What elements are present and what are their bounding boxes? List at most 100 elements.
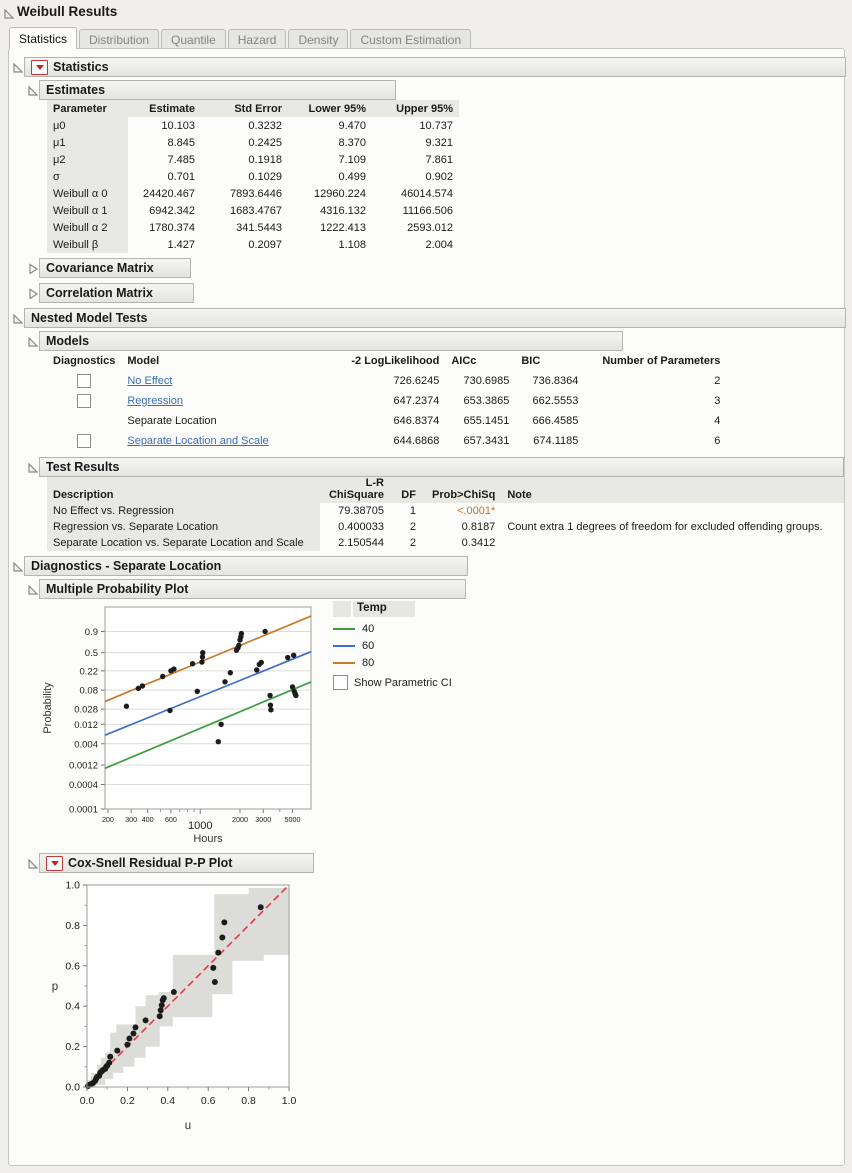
diagnostics-checkbox[interactable] — [77, 374, 92, 388]
disclosure-open-icon[interactable] — [27, 85, 38, 96]
value-cell: 7.109 — [338, 153, 366, 166]
outline-nested-model-tests: Nested Model Tests Models Diagnostics Mod… — [13, 308, 846, 551]
value-cell: 730.6985 — [463, 375, 510, 387]
legend-entry-80[interactable]: 80 — [333, 654, 453, 671]
red-triangle-menu-icon[interactable] — [31, 59, 48, 75]
disclosure-closed-icon[interactable] — [27, 263, 38, 274]
outline-header-covariance[interactable]: Covariance Matrix — [29, 258, 191, 278]
value-cell: 0.499 — [338, 170, 366, 183]
outline-header-test-results[interactable]: Test Results — [28, 457, 844, 477]
disclosure-open-icon[interactable] — [12, 313, 23, 324]
outline-multiple-probability-plot: Multiple Probability Plot 0.9 0.5 0.22 0.08… — [28, 579, 844, 846]
table-row: Regression vs. Separate Location 0.400033… — [47, 519, 844, 535]
pp-plot-chart[interactable]: 0.0 0.2 0.4 0.6 0.8 1.0 0.0 0.2 0.4 0.6 0.8 1.0 p u — [39, 873, 305, 1135]
parameter-cell: Weibull β — [47, 236, 128, 253]
tab-strip: Statistics Distribution Quantile Hazard Dens… — [9, 27, 472, 49]
disclosure-closed-icon[interactable] — [27, 288, 38, 299]
column-header: Estimate — [128, 100, 201, 117]
svg-text:0.5: 0.5 — [85, 648, 98, 659]
legend-line-sample — [333, 644, 355, 647]
outline-header-nested-model-tests[interactable]: Nested Model Tests — [13, 308, 846, 328]
table-row: Separate Location and Scale 644.6868 657.3… — [47, 431, 726, 451]
column-header: Description — [47, 477, 320, 503]
value-cell: 10.737 — [419, 119, 453, 132]
svg-text:0.6: 0.6 — [201, 1095, 216, 1107]
disclosure-open-icon[interactable] — [27, 858, 38, 869]
outline-header-statistics[interactable]: Statistics — [13, 57, 846, 77]
value-cell: 0.2097 — [248, 238, 282, 251]
disclosure-open-icon[interactable] — [27, 336, 38, 347]
svg-text:1000: 1000 — [188, 820, 212, 832]
tab-distribution[interactable]: Distribution — [79, 29, 160, 49]
outline-header-cox-snell[interactable]: Cox-Snell Residual P-P Plot — [28, 853, 314, 873]
outline-correlation-matrix: Correlation Matrix — [29, 283, 844, 303]
svg-text:0.9: 0.9 — [85, 627, 98, 638]
column-header: Model — [127, 355, 160, 367]
table-row: μ1 8.845 0.2425 8.370 9.321 — [47, 134, 459, 151]
column-header: Upper 95% — [372, 100, 459, 117]
value-cell: 0.1029 — [248, 170, 282, 183]
table-row: No Effect 726.6245 730.6985 736.8364 2 — [47, 371, 726, 391]
value-cell: 662.5553 — [532, 395, 579, 407]
svg-text:2000: 2000 — [232, 815, 248, 824]
show-parametric-ci-row: Show Parametric CI — [333, 675, 453, 690]
outline-header-models[interactable]: Models — [28, 331, 623, 351]
svg-text:0.0: 0.0 — [80, 1095, 95, 1107]
outline-estimates: Estimates Parameter Estimate Std Error Lowe… — [28, 80, 844, 253]
outline-header-diagnostics[interactable]: Diagnostics - Separate Location — [13, 556, 468, 576]
disclosure-open-icon[interactable] — [3, 8, 14, 19]
legend-header: Temp — [333, 601, 453, 617]
table-header-row: Parameter Estimate Std Error Lower 95% Upper… — [47, 100, 459, 117]
tab-density[interactable]: Density — [288, 29, 349, 49]
red-triangle-menu-icon[interactable] — [46, 855, 63, 871]
table-row: σ 0.701 0.1029 0.499 0.902 — [47, 168, 459, 185]
description-cell: No Effect vs. Regression — [47, 503, 320, 519]
value-cell: 6 — [714, 435, 721, 447]
value-cell: 2593.012 — [407, 221, 453, 234]
diagnostics-checkbox[interactable] — [77, 434, 92, 448]
disclosure-open-icon[interactable] — [27, 462, 38, 473]
column-header: BIC — [521, 355, 541, 367]
table-row: Weibull α 1 6942.342 1683.4767 4316.132 1116… — [47, 202, 459, 219]
parameter-cell: μ2 — [47, 151, 128, 168]
legend-corner-cell — [333, 601, 351, 617]
value-cell: 4 — [714, 415, 721, 427]
show-parametric-ci-checkbox[interactable] — [333, 675, 348, 690]
parameter-cell: μ1 — [47, 134, 128, 151]
outline-title: Nested Model Tests — [31, 311, 148, 325]
value-cell: 0.3232 — [248, 119, 282, 132]
value-cell: 10.103 — [161, 119, 195, 132]
table-row: μ0 10.103 0.3232 9.470 10.737 — [47, 117, 459, 134]
table-row: Regression 647.2374 653.3865 662.5553 3 — [47, 391, 726, 411]
table-header-row: Description L-R ChiSquare DF Prob>ChiSq Note — [47, 477, 844, 503]
tab-statistics[interactable]: Statistics — [9, 27, 78, 49]
value-cell: 9.470 — [338, 119, 366, 132]
table-row: Weibull α 0 24420.467 7893.6446 12960.224 46… — [47, 185, 459, 202]
legend-entry-40[interactable]: 40 — [333, 620, 453, 637]
tab-custom-estimation[interactable]: Custom Estimation — [350, 29, 472, 49]
value-cell: 46014.574 — [401, 187, 453, 200]
value-cell: 0.3412 — [461, 537, 496, 549]
probability-plot-chart[interactable]: 0.9 0.5 0.22 0.08 0.028 0.012 0.004 0.0012 0.000… — [39, 599, 323, 846]
value-cell: 2.004 — [425, 238, 453, 251]
disclosure-open-icon[interactable] — [27, 584, 38, 595]
svg-text:Hours: Hours — [193, 833, 223, 845]
disclosure-open-icon[interactable] — [12, 62, 23, 73]
legend-label: 60 — [362, 639, 375, 652]
model-link[interactable]: No Effect — [127, 375, 173, 387]
svg-text:p: p — [52, 981, 58, 993]
legend-entry-60[interactable]: 60 — [333, 637, 453, 654]
parameter-cell: σ — [47, 168, 128, 185]
diagnostics-checkbox[interactable] — [77, 394, 92, 408]
parameter-cell: Weibull α 1 — [47, 202, 128, 219]
svg-text:0.08: 0.08 — [80, 686, 99, 697]
tab-hazard[interactable]: Hazard — [227, 29, 287, 49]
disclosure-open-icon[interactable] — [12, 561, 23, 572]
outline-header-probability-plot[interactable]: Multiple Probability Plot — [28, 579, 466, 599]
model-link[interactable]: Separate Location and Scale — [127, 435, 269, 447]
model-link[interactable]: Regression — [127, 395, 183, 407]
outline-header-correlation[interactable]: Correlation Matrix — [29, 283, 194, 303]
value-cell: 24420.467 — [143, 187, 195, 200]
outline-header-estimates[interactable]: Estimates — [28, 80, 396, 100]
tab-quantile[interactable]: Quantile — [161, 29, 226, 49]
